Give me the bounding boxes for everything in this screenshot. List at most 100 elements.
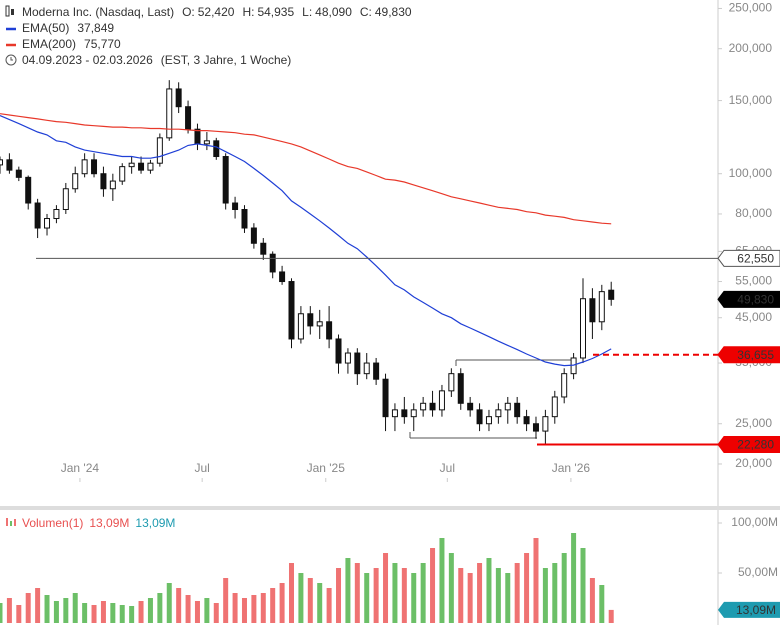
volume-bar (392, 563, 398, 623)
candle-body (194, 128, 201, 145)
y-tick-label: 250,000 (729, 1, 773, 15)
legend-name: EMA(50) (22, 21, 69, 35)
price-tag-label: 49,830 (737, 293, 774, 307)
volume-bar (524, 553, 530, 623)
quote-value: 49,830 (375, 5, 412, 19)
candle-body (335, 338, 342, 364)
volume-bar (194, 601, 200, 623)
volume-bar (232, 593, 238, 623)
y-tick-label: 20,000 (735, 456, 772, 470)
volume-bar (411, 573, 417, 623)
candle-body (260, 242, 267, 255)
candle-icon (5, 5, 10, 17)
candle-body (0, 159, 3, 166)
candle-body (100, 173, 107, 190)
volume-bar (241, 598, 247, 623)
volume-bar (260, 593, 266, 623)
candle-body (185, 106, 192, 130)
volume-bar (533, 538, 539, 623)
candle-body (25, 176, 32, 204)
candle-body (147, 162, 154, 171)
volume-bar (16, 605, 22, 623)
candle-body (354, 352, 361, 375)
volume-bar (35, 588, 41, 623)
candle-body (62, 188, 69, 211)
candle-body (401, 409, 408, 418)
volume-icon (14, 519, 16, 526)
volume-bar (213, 603, 219, 623)
title: Moderna Inc. (Nasdaq, Last) (22, 5, 174, 19)
price-tag (717, 290, 780, 308)
clock-icon (10, 57, 13, 61)
candle-body (608, 289, 615, 300)
volume-bar (100, 601, 106, 623)
quote-line: Moderna Inc. (Nasdaq, Last) O: 52,420 H: 54,… (22, 5, 412, 19)
volume-bar (82, 603, 88, 623)
y-tick-label: 80,000 (735, 206, 772, 220)
volume-bar (542, 568, 548, 623)
candle-body (288, 281, 295, 340)
volume-bar (467, 573, 473, 623)
candle-body (222, 156, 229, 204)
candle-body (307, 313, 314, 327)
candle-body (316, 321, 323, 327)
candle-body (128, 162, 135, 168)
x-tick-label: Jul (440, 461, 455, 475)
candle-body (53, 209, 60, 220)
volume-bar (204, 598, 210, 623)
ema-line (0, 115, 612, 367)
volume-bar (298, 573, 304, 623)
volume-bar (63, 598, 69, 623)
volume-bar (364, 573, 370, 623)
volume-pane (0, 533, 614, 623)
volume-icon (6, 518, 8, 526)
volume-bar (279, 583, 285, 623)
candle-body (420, 402, 427, 411)
candle-body (363, 362, 370, 375)
volume-bar (420, 563, 426, 623)
volume-bar (448, 553, 454, 623)
candle-body (175, 88, 182, 108)
y-tick-label: 25,000 (735, 416, 772, 430)
volume-bar (439, 538, 445, 623)
candle-body (589, 298, 596, 323)
volume-bar (336, 568, 342, 623)
ema-line (0, 113, 612, 225)
candle-body (514, 402, 521, 418)
volume-bar (251, 595, 257, 623)
y-tick-label: 100,000 (729, 166, 773, 180)
candle-body (34, 202, 41, 229)
candle-body (438, 390, 445, 411)
candle-body (391, 409, 398, 418)
volume-title: Volumen(1) (22, 516, 83, 530)
x-tick-label: Jan '26 (552, 461, 591, 475)
volume-legend: Volumen(1) 13,09M 13,09M (22, 516, 175, 530)
volume-bar (176, 588, 182, 623)
candle-body (6, 159, 13, 171)
volume-bar (486, 558, 492, 623)
volume-bar (147, 598, 153, 623)
volume-bar (345, 558, 351, 623)
candle-body (561, 373, 568, 398)
volume-bar (458, 568, 464, 623)
price-tag-label: 36,655 (737, 348, 774, 362)
candle-body (166, 88, 173, 139)
legend-entry: EMA(50) 37,849 (22, 21, 114, 35)
volume-value: 13,09M (135, 516, 175, 530)
candle-body (232, 202, 239, 211)
candle-body (326, 321, 333, 340)
volume-bar (552, 563, 558, 623)
quote-value: 48,090 (315, 5, 352, 19)
clock-icon (5, 54, 17, 66)
volume-icon (10, 521, 12, 526)
candle-body (382, 378, 389, 418)
quote-name: C: (360, 5, 372, 19)
quote-name: O: (182, 5, 195, 19)
volume-bar (401, 568, 407, 623)
candle-body (269, 253, 276, 273)
volume-bar (270, 588, 276, 623)
volume-bar (477, 563, 483, 623)
legend: Moderna Inc. (Nasdaq, Last) O: 52,420 H: 54,… (5, 5, 412, 530)
y-tick-label: 45,000 (735, 310, 772, 324)
